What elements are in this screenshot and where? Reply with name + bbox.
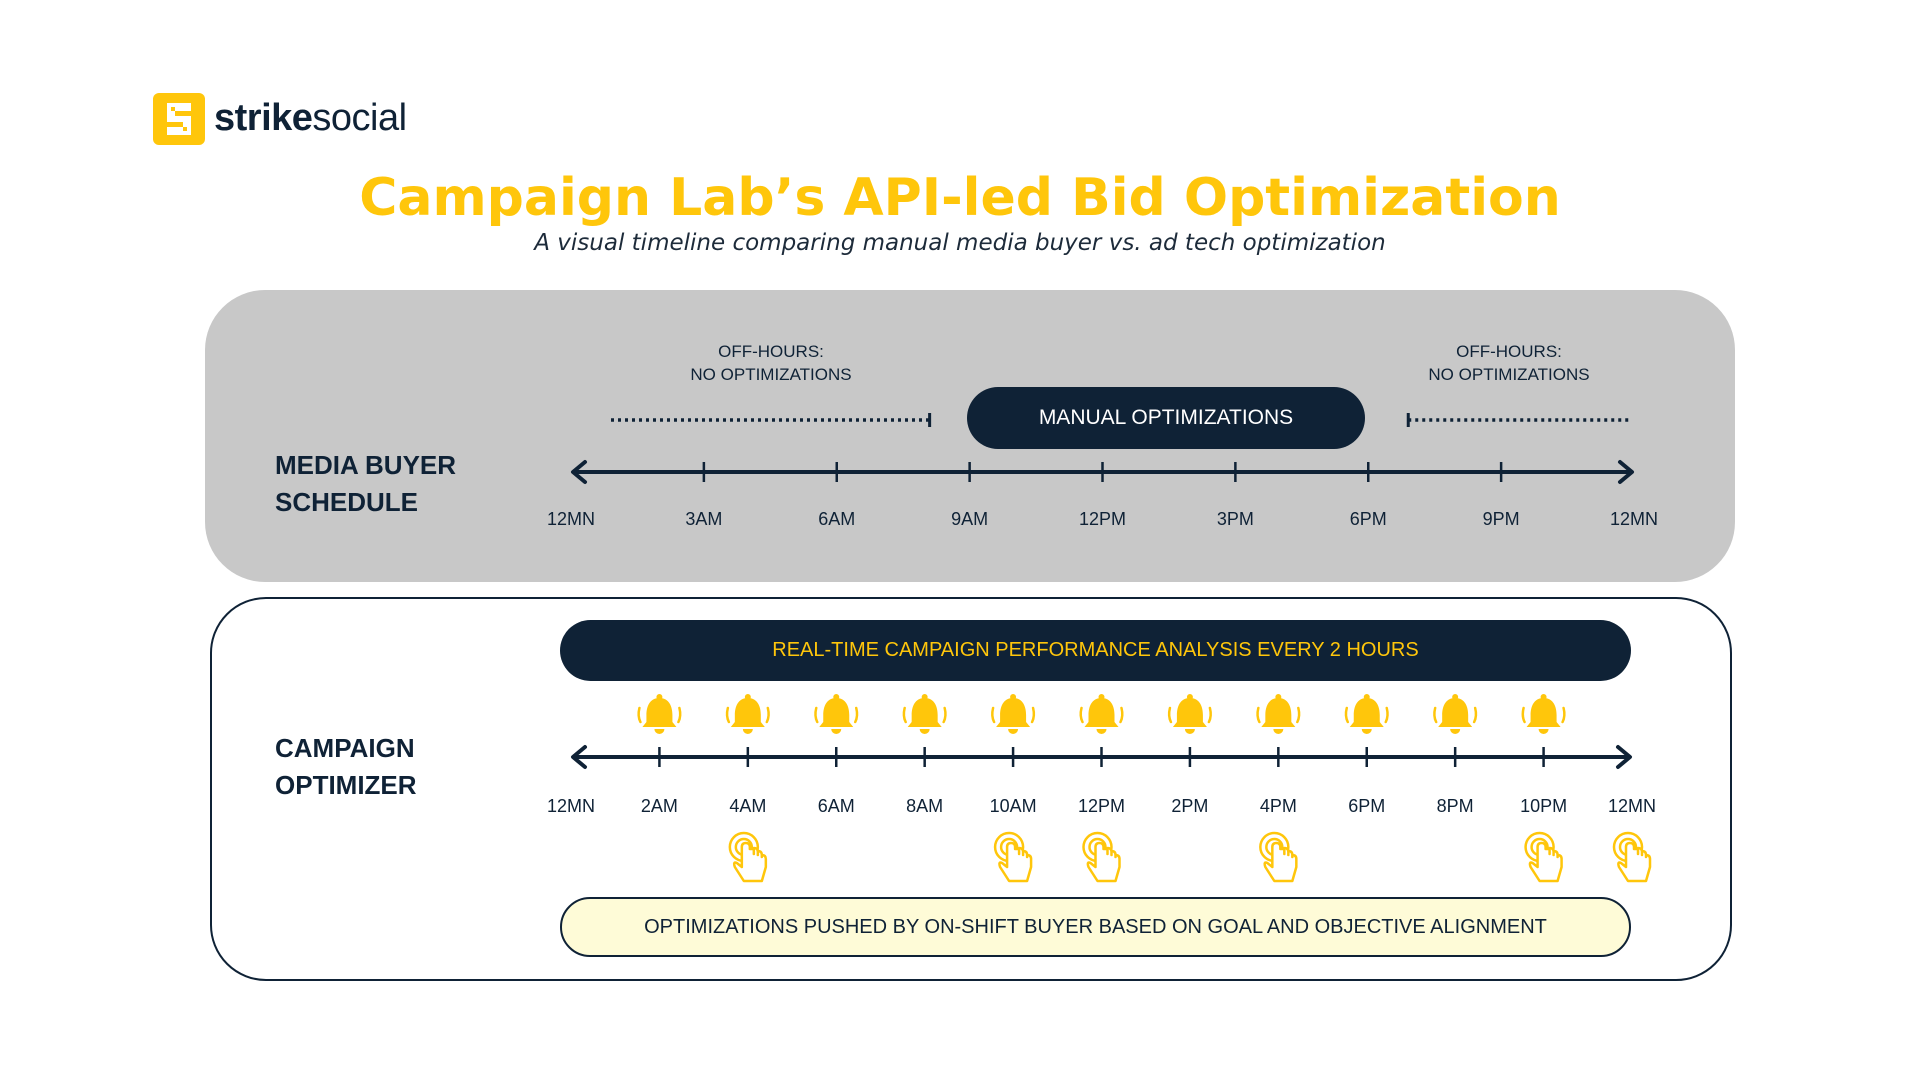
brand-name-bold: strike (214, 97, 313, 139)
campaign-optimizer-tick-label: 6AM (818, 796, 855, 816)
campaign-optimizer-tick-label: 10AM (990, 796, 1037, 816)
bell-icon (637, 694, 682, 734)
bell-icon (991, 694, 1036, 734)
bell-icon (814, 694, 859, 734)
hand-tap-icon (1259, 831, 1298, 883)
media-buyer-tick-label: 12MN (1610, 509, 1658, 529)
campaign-optimizer-tick-label: 6PM (1348, 796, 1385, 816)
bell-icon (1256, 694, 1301, 734)
hand-tap-icon (1082, 831, 1121, 883)
campaign-optimizer-tick-label: 10PM (1520, 796, 1567, 816)
bell-icon (1521, 694, 1566, 734)
campaign-optimizer-tick-label: 4AM (729, 796, 766, 816)
brand-name: strikesocial (214, 96, 407, 140)
off-hours-right-label: OFF-HOURS: NO OPTIMIZATIONS (1379, 340, 1639, 386)
campaign-optimizer-tick-label: 12PM (1078, 796, 1125, 816)
campaign-optimizer-tick-label: 4PM (1260, 796, 1297, 816)
media-buyer-tick-label: 9AM (951, 509, 988, 529)
media-buyer-timeline: 12MN 3AM 6AM 9AM 12PM 3PM 6PM 9PM 12MN (547, 413, 1658, 529)
strikesocial-logo-icon (153, 93, 205, 145)
bell-icon (1167, 694, 1212, 734)
off-hours-right-line2: NO OPTIMIZATIONS (1428, 365, 1590, 384)
hand-tap-icon (1524, 831, 1563, 883)
optimizations-pushed-pill: OPTIMIZATIONS PUSHED BY ON-SHIFT BUYER B… (560, 897, 1631, 957)
media-buyer-panel (205, 290, 1735, 582)
media-buyer-axis-arrow-right (1618, 460, 1634, 484)
off-hours-left-line1: OFF-HOURS: (718, 342, 824, 361)
media-buyer-tick-label: 3AM (685, 509, 722, 529)
campaign-optimizer-tick-label: 2AM (641, 796, 678, 816)
media-buyer-axis-arrow-left (571, 460, 587, 484)
media-buyer-label-line1: MEDIA BUYER (275, 450, 457, 480)
brand-name-light: social (312, 97, 407, 139)
media-buyer-tick-label: 6AM (818, 509, 855, 529)
manual-optimizations-pill: MANUAL OPTIMIZATIONS (967, 387, 1365, 449)
realtime-analysis-label: REAL-TIME CAMPAIGN PERFORMANCE ANALYSIS … (772, 639, 1419, 661)
campaign-optimizer-tick-label: 8AM (906, 796, 943, 816)
campaign-optimizer-tick-label: 8PM (1437, 796, 1474, 816)
bell-icon (1344, 694, 1389, 734)
manual-optimizations-label: MANUAL OPTIMIZATIONS (1038, 406, 1294, 429)
page-title: Campaign Lab’s API-led Bid Optimization (359, 168, 1561, 228)
campaign-optimizer-label: CAMPAIGN OPTIMIZER (275, 730, 417, 804)
campaign-optimizer-label-line1: CAMPAIGN (275, 733, 415, 763)
hand-tap-icon (993, 831, 1033, 883)
media-buyer-tick-label: 12PM (1079, 509, 1126, 529)
bell-icon (1433, 694, 1478, 734)
campaign-optimizer-axis-arrow-left (571, 745, 587, 769)
bell-icon (725, 694, 770, 734)
off-hours-left-line2: NO OPTIMIZATIONS (690, 365, 852, 384)
media-buyer-tick-label: 6PM (1350, 509, 1387, 529)
media-buyer-label-line2: SCHEDULE (275, 487, 419, 517)
campaign-optimizer-axis-arrow-right (1616, 745, 1632, 769)
off-hours-right-line1: OFF-HOURS: (1456, 342, 1562, 361)
media-buyer-tick-label: 3PM (1217, 509, 1254, 529)
bell-icon (1079, 694, 1124, 734)
campaign-optimizer-tick-label: 12MN (1608, 796, 1656, 816)
media-buyer-tick-label: 9PM (1483, 509, 1520, 529)
optimizations-pushed-label: OPTIMIZATIONS PUSHED BY ON-SHIFT BUYER B… (644, 915, 1547, 938)
media-buyer-tick-label: 12MN (547, 509, 595, 529)
campaign-optimizer-timeline: 12MN 2AM 4AM 6AM 8AM 10AM 12PM 2PM 4PM 6PM 8PM 10PM… (547, 694, 1656, 883)
campaign-optimizer-tick-label: 2PM (1171, 796, 1208, 816)
page-subtitle: A visual timeline comparing manual media… (534, 230, 1386, 256)
hand-tap-icon (728, 831, 768, 883)
media-buyer-label: MEDIA BUYER SCHEDULE (275, 447, 456, 521)
bell-icon (902, 694, 947, 734)
campaign-optimizer-tick-label: 12MN (547, 796, 595, 816)
off-hours-left-label: OFF-HOURS: NO OPTIMIZATIONS (641, 340, 901, 386)
campaign-optimizer-label-line2: OPTIMIZER (275, 770, 417, 800)
hand-tap-icon (1612, 831, 1652, 883)
realtime-analysis-pill: REAL-TIME CAMPAIGN PERFORMANCE ANALYSIS … (560, 620, 1631, 681)
